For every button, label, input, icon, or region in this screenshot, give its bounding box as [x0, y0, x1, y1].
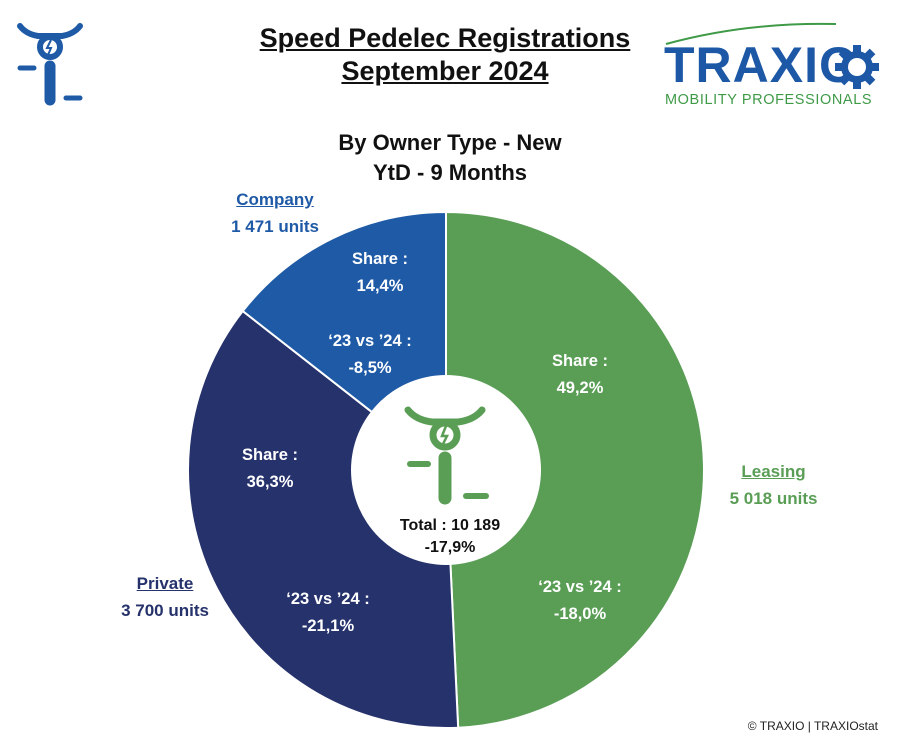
- chart-subtitle: By Owner Type - New YtD - 9 Months: [250, 128, 650, 188]
- private-share: Share : 36,3%: [210, 442, 330, 496]
- category-units-private: 3 700 units: [121, 601, 209, 620]
- title-line-1: Speed Pedelec Registrations: [259, 23, 631, 53]
- category-label-company: Company 1 471 units: [220, 186, 330, 240]
- category-units-leasing: 5 018 units: [729, 489, 818, 508]
- private-change-value: -21,1%: [301, 617, 355, 635]
- private-share-value: 36,3%: [246, 473, 294, 491]
- total-label: Total : 10 189: [399, 517, 501, 534]
- leasing-change-value: -18,0%: [553, 605, 607, 623]
- copyright-footer: © TRAXIO | TRAXIOstat: [747, 719, 878, 733]
- company-share-value: 14,4%: [356, 277, 404, 295]
- total-change: -17,9%: [424, 539, 476, 556]
- center-total: Total : 10 189 -17,9%: [370, 515, 530, 559]
- center-pedelec-icon: [404, 406, 489, 505]
- company-share-label: Share :: [352, 250, 408, 268]
- category-name-company: Company: [236, 190, 314, 209]
- category-units-company: 1 471 units: [231, 217, 319, 236]
- company-share: Share : 14,4%: [320, 246, 440, 300]
- category-label-private: Private 3 700 units: [105, 570, 225, 624]
- company-change: ‘23 vs ’24 : -8,5%: [300, 328, 440, 382]
- company-change-label: ‘23 vs ’24 :: [328, 332, 412, 350]
- private-share-label: Share :: [242, 446, 298, 464]
- company-change-value: -8,5%: [348, 359, 392, 377]
- category-name-leasing: Leasing: [741, 462, 806, 481]
- leasing-change: ‘23 vs ’24 : -18,0%: [510, 574, 650, 628]
- title-line-2: September 2024: [341, 56, 549, 86]
- swoosh-icon: [665, 22, 837, 45]
- pie-slice-leasing: [445, 210, 705, 729]
- speed-pedelec-logo-icon: [17, 23, 83, 106]
- leasing-share-label: Share :: [552, 352, 608, 370]
- gear-icon: [835, 45, 879, 89]
- traxio-logo: TRAXIO MOBILITY PROFESSIONALS: [656, 18, 892, 112]
- category-label-leasing: Leasing 5 018 units: [716, 458, 831, 512]
- category-name-private: Private: [136, 574, 194, 593]
- private-change-label: ‘23 vs ’24 :: [286, 590, 370, 608]
- leasing-share: Share : 49,2%: [520, 348, 640, 402]
- leasing-change-label: ‘23 vs ’24 :: [538, 578, 622, 596]
- page-title: Speed Pedelec Registrations September 20…: [200, 22, 690, 88]
- private-change: ‘23 vs ’24 : -21,1%: [258, 586, 398, 640]
- leasing-share-value: 49,2%: [556, 379, 604, 397]
- pie-slice-private: [187, 309, 460, 729]
- brand-tagline: MOBILITY PROFESSIONALS: [665, 92, 873, 108]
- brand-name: TRAXIO: [664, 37, 859, 93]
- subtitle-line-1: By Owner Type - New: [338, 130, 562, 155]
- subtitle-line-2: YtD - 9 Months: [373, 160, 527, 185]
